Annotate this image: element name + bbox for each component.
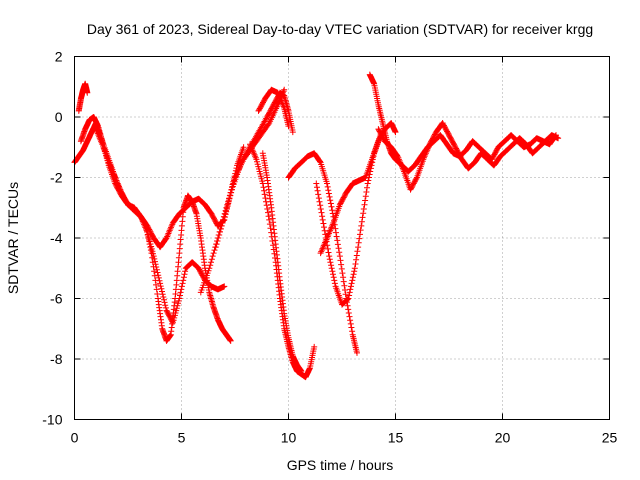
data-point-markers [212, 89, 296, 251]
data-point-markers [197, 86, 288, 296]
x-tick-label: 20 [495, 430, 511, 446]
data-point-markers [285, 150, 360, 356]
x-axis-label: GPS time / hours [287, 457, 394, 473]
x-tick-label: 25 [602, 430, 618, 446]
y-tick-label: -6 [50, 291, 63, 307]
data-point-markers [255, 86, 292, 130]
y-tick-label: 2 [55, 49, 63, 65]
chart-title: Day 361 of 2023, Sidereal Day-to-day VTE… [87, 21, 593, 37]
y-tick-label: -4 [50, 230, 63, 246]
y-tick-label: -2 [50, 170, 63, 186]
plot-frame [74, 56, 610, 420]
y-tick-label: -8 [50, 351, 63, 367]
data-series [71, 71, 562, 381]
series-track-n [375, 120, 562, 193]
x-tick-label: 5 [178, 430, 186, 446]
y-tick-labels: -10 -8 -6 -4 -2 0 2 [42, 49, 62, 428]
series-track-i [255, 86, 292, 130]
data-point-markers [259, 150, 305, 375]
y-tick-label: 0 [55, 109, 63, 125]
x-tick-labels: 0 5 10 15 20 25 [71, 430, 618, 446]
series-track-j [285, 150, 360, 356]
series-track-h [259, 150, 305, 375]
x-tick-label: 15 [388, 430, 404, 446]
x-tick-label: 10 [281, 430, 297, 446]
y-axis-label: SDTVAR / TECUs [5, 182, 21, 294]
x-tick-label: 0 [71, 430, 79, 446]
data-point-markers [375, 120, 562, 193]
data-point-markers [75, 80, 91, 114]
series-track-c [75, 80, 91, 114]
y-tick-label: -10 [42, 412, 62, 428]
series-track-e [197, 86, 288, 296]
series-track-f [212, 89, 296, 251]
